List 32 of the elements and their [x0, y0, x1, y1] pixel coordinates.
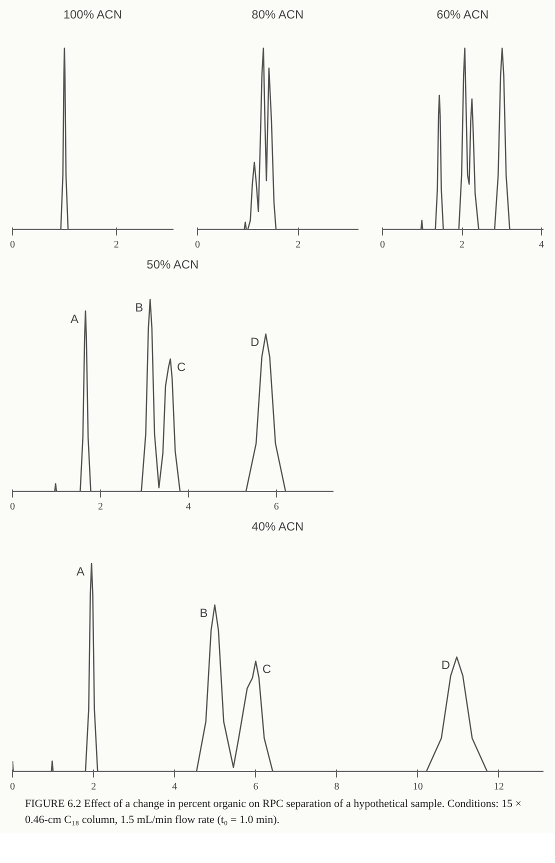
x-tick-label: 10	[412, 782, 423, 792]
chart-title: 80% ACN	[252, 8, 304, 22]
chart-title: 40% ACN	[252, 520, 304, 534]
annotation: A	[70, 312, 79, 326]
x-tick-label: 2	[114, 240, 119, 250]
annotation: A	[76, 564, 85, 578]
annotation: B	[200, 606, 208, 620]
chart-title: 50% ACN	[146, 258, 199, 272]
annotation: D	[250, 335, 260, 350]
x-tick-label: 0	[10, 782, 15, 792]
x-tick-label: 12	[494, 782, 504, 792]
x-tick-label: 4	[172, 782, 178, 792]
x-tick-label: 6	[274, 502, 279, 512]
x-tick-label: 0	[195, 240, 200, 250]
x-tick-label: 4	[186, 502, 191, 512]
caption: FIGURE 6.2 Effect of a change in percent organic on RPC separation of a hypothetical sample. Conditions: 15 × 0.46-cm C₁₈ column, 1.5 mL/min flow rate (t₀ = 1.0 min).	[5, 797, 525, 828]
chart-title: 100% ACN	[63, 8, 122, 22]
annotation: D	[441, 658, 450, 672]
annotation: C	[177, 360, 186, 374]
x-tick-label: 0	[380, 240, 385, 250]
x-tick-label: 2	[296, 240, 301, 250]
x-tick-label: 6	[253, 782, 258, 792]
x-tick-label: 4	[539, 240, 544, 250]
x-tick-label: 2	[98, 502, 103, 512]
x-tick-label: 0	[10, 240, 15, 250]
annotation: C	[262, 662, 272, 676]
chart-title: 60% ACN	[436, 8, 489, 22]
x-tick-label: 2	[91, 782, 96, 792]
x-tick-label: 0	[10, 502, 15, 512]
x-tick-label: 2	[460, 240, 465, 250]
x-tick-label: 8	[334, 782, 340, 792]
annotation: B	[135, 300, 144, 315]
